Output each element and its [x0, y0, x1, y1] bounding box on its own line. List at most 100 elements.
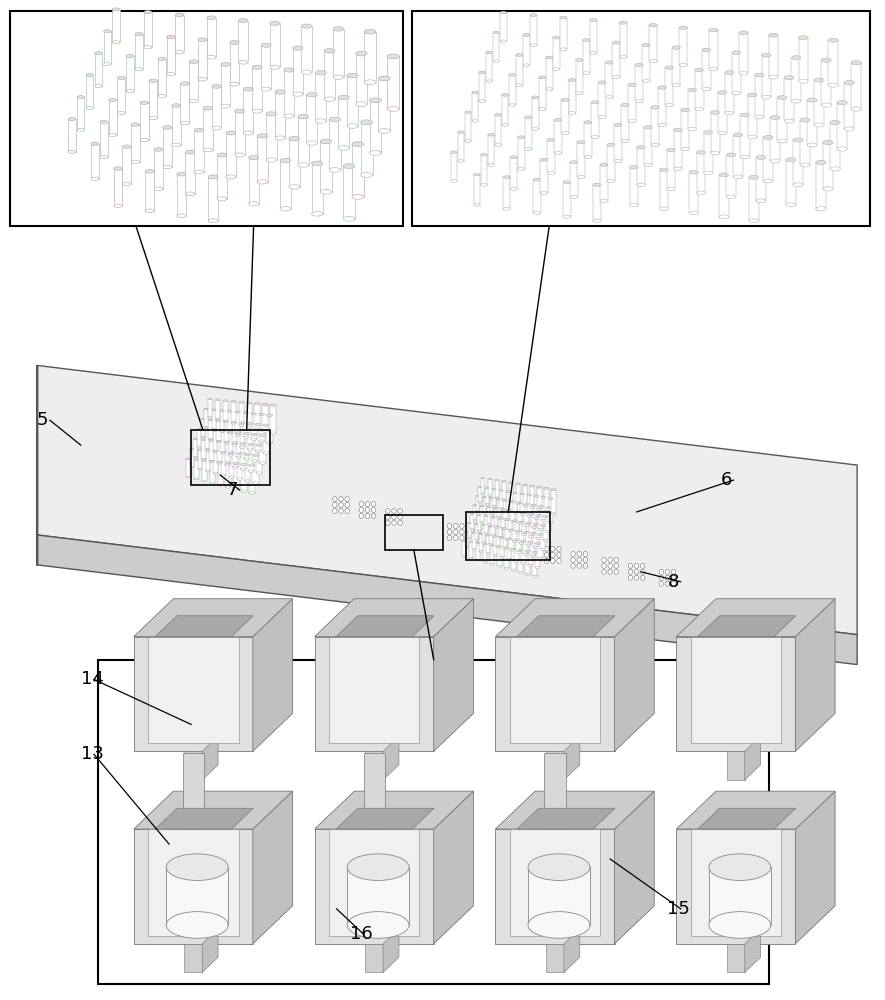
- Ellipse shape: [248, 470, 254, 472]
- Ellipse shape: [478, 486, 481, 488]
- Ellipse shape: [534, 211, 541, 214]
- Ellipse shape: [512, 540, 517, 542]
- Polygon shape: [550, 490, 556, 513]
- Polygon shape: [531, 505, 536, 527]
- Ellipse shape: [507, 558, 512, 560]
- Polygon shape: [189, 62, 198, 101]
- Ellipse shape: [127, 54, 135, 58]
- Ellipse shape: [525, 573, 530, 575]
- Ellipse shape: [488, 164, 495, 166]
- Ellipse shape: [507, 538, 512, 540]
- Polygon shape: [517, 616, 615, 637]
- Ellipse shape: [252, 482, 258, 484]
- Ellipse shape: [488, 133, 495, 136]
- Polygon shape: [504, 501, 508, 519]
- Ellipse shape: [347, 124, 358, 128]
- Ellipse shape: [329, 117, 341, 122]
- Ellipse shape: [104, 30, 111, 33]
- Polygon shape: [229, 42, 239, 84]
- Polygon shape: [525, 551, 530, 574]
- Ellipse shape: [534, 517, 539, 519]
- Ellipse shape: [734, 133, 743, 137]
- Ellipse shape: [509, 104, 516, 106]
- Ellipse shape: [244, 458, 250, 460]
- Polygon shape: [796, 791, 835, 944]
- Ellipse shape: [240, 446, 245, 448]
- Ellipse shape: [821, 58, 831, 62]
- Polygon shape: [720, 175, 728, 217]
- Polygon shape: [488, 479, 491, 496]
- Polygon shape: [518, 137, 525, 169]
- Polygon shape: [495, 480, 498, 498]
- Polygon shape: [564, 929, 580, 972]
- Ellipse shape: [204, 429, 209, 431]
- Ellipse shape: [172, 104, 181, 107]
- Ellipse shape: [784, 119, 794, 123]
- Ellipse shape: [229, 41, 239, 44]
- Polygon shape: [635, 65, 643, 101]
- Ellipse shape: [512, 548, 516, 550]
- Ellipse shape: [739, 71, 748, 75]
- Circle shape: [571, 563, 575, 568]
- Polygon shape: [575, 60, 583, 93]
- Polygon shape: [539, 77, 546, 109]
- Polygon shape: [496, 599, 654, 637]
- Ellipse shape: [226, 486, 231, 488]
- Ellipse shape: [499, 508, 504, 509]
- Ellipse shape: [338, 146, 350, 150]
- Ellipse shape: [361, 172, 373, 177]
- Polygon shape: [560, 18, 567, 49]
- Polygon shape: [324, 51, 335, 99]
- Circle shape: [392, 514, 396, 519]
- Ellipse shape: [236, 432, 242, 434]
- Polygon shape: [501, 510, 505, 528]
- Polygon shape: [553, 38, 560, 69]
- Ellipse shape: [491, 535, 496, 536]
- Polygon shape: [241, 444, 246, 469]
- Circle shape: [447, 523, 451, 528]
- Polygon shape: [621, 105, 629, 141]
- Polygon shape: [204, 409, 208, 427]
- Ellipse shape: [514, 560, 519, 562]
- Ellipse shape: [537, 557, 543, 559]
- Polygon shape: [356, 54, 367, 104]
- Polygon shape: [498, 518, 503, 537]
- Ellipse shape: [741, 155, 750, 159]
- Ellipse shape: [266, 442, 273, 444]
- Ellipse shape: [158, 57, 166, 61]
- Circle shape: [641, 563, 645, 568]
- Ellipse shape: [113, 167, 122, 170]
- Ellipse shape: [122, 182, 131, 186]
- Polygon shape: [219, 411, 224, 431]
- Polygon shape: [530, 15, 536, 45]
- Ellipse shape: [628, 119, 636, 123]
- Polygon shape: [465, 532, 468, 547]
- Ellipse shape: [210, 482, 215, 484]
- Circle shape: [345, 508, 350, 513]
- Polygon shape: [628, 85, 636, 121]
- Ellipse shape: [77, 96, 84, 99]
- Circle shape: [602, 563, 606, 568]
- Ellipse shape: [659, 207, 668, 211]
- Ellipse shape: [527, 564, 533, 566]
- Polygon shape: [489, 498, 493, 515]
- Polygon shape: [474, 524, 478, 540]
- Polygon shape: [249, 465, 255, 493]
- Polygon shape: [210, 461, 215, 483]
- Ellipse shape: [635, 99, 643, 103]
- Ellipse shape: [548, 521, 553, 524]
- Ellipse shape: [217, 462, 222, 464]
- Polygon shape: [255, 424, 261, 451]
- Ellipse shape: [486, 534, 490, 536]
- Polygon shape: [749, 177, 758, 221]
- Polygon shape: [194, 439, 197, 457]
- Ellipse shape: [324, 49, 335, 53]
- Polygon shape: [676, 791, 835, 829]
- Polygon shape: [496, 527, 500, 546]
- Polygon shape: [527, 542, 533, 565]
- Ellipse shape: [216, 440, 220, 442]
- Ellipse shape: [266, 112, 276, 116]
- Ellipse shape: [476, 542, 481, 544]
- Ellipse shape: [254, 428, 260, 430]
- Ellipse shape: [218, 484, 223, 486]
